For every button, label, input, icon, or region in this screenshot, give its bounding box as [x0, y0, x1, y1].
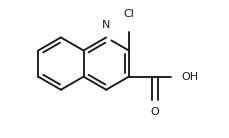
Text: Cl: Cl	[123, 9, 134, 19]
Text: N: N	[101, 20, 110, 30]
Text: OH: OH	[180, 72, 197, 82]
Text: O: O	[150, 107, 159, 117]
